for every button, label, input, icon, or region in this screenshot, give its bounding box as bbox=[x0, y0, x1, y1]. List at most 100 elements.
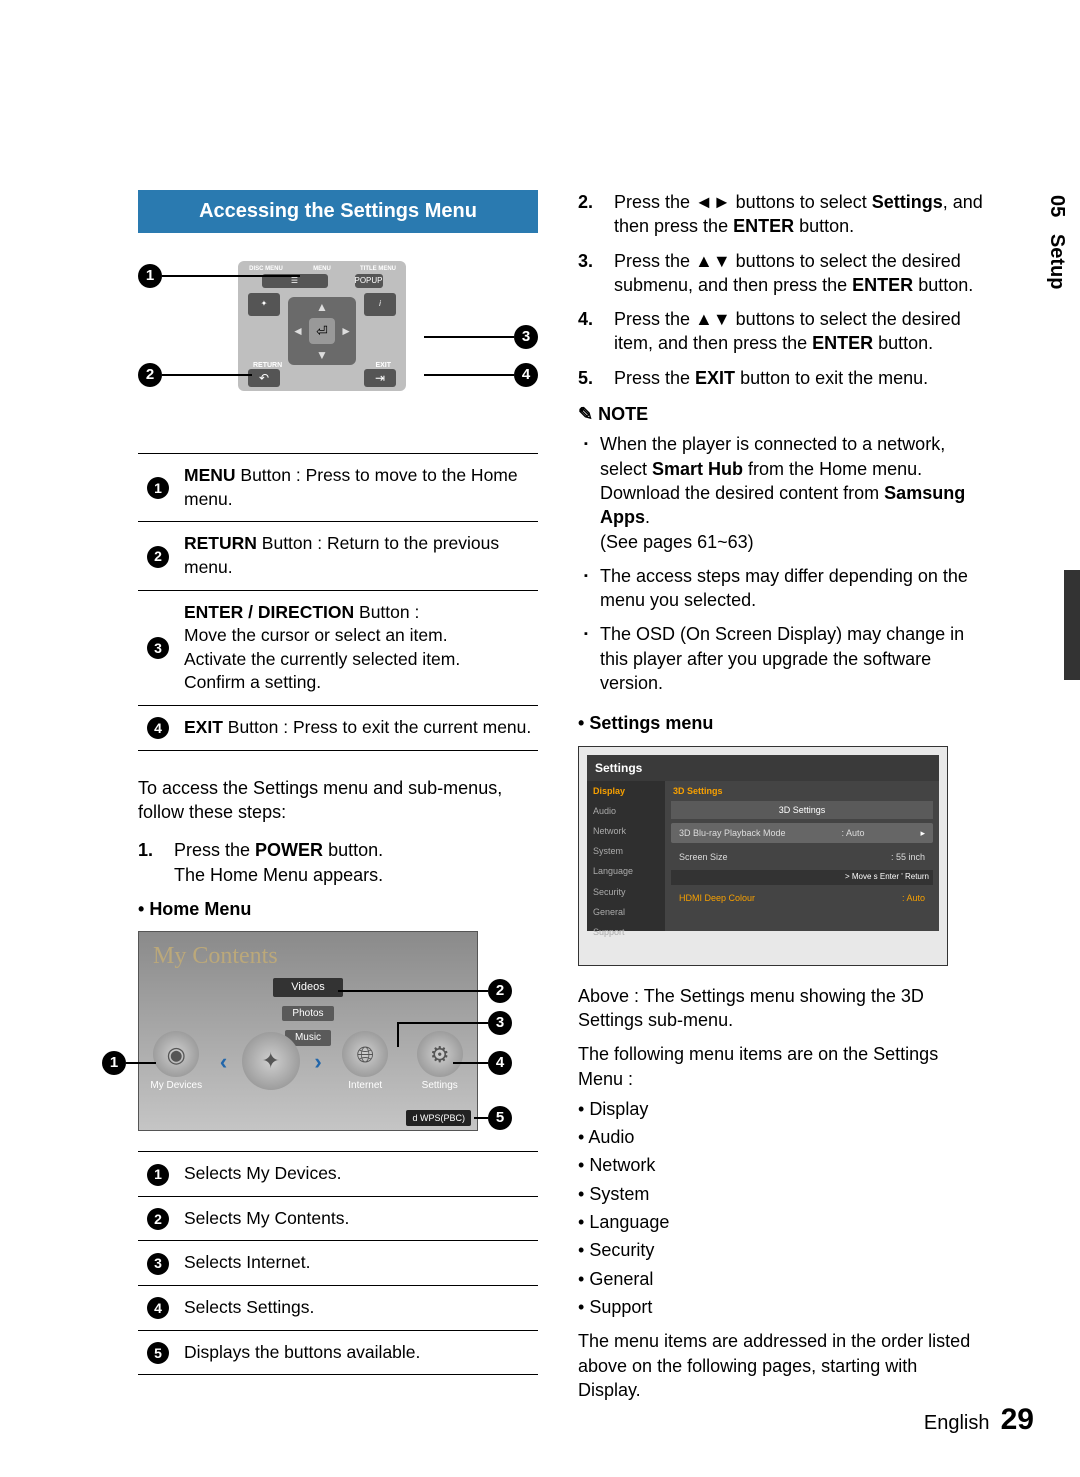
hm-callout-5: 5 bbox=[488, 1106, 512, 1130]
settings-screenshot: Settings DisplayAudioNetworkSystemLangua… bbox=[578, 746, 948, 966]
ss-side-item: Security bbox=[587, 882, 665, 902]
table-row: 3ENTER / DIRECTION Button :Move the curs… bbox=[138, 590, 538, 706]
banner-title: Accessing the Settings Menu bbox=[138, 190, 538, 233]
hm-callout-2: 2 bbox=[488, 979, 512, 1003]
callout-1: 1 bbox=[138, 264, 162, 288]
section-name: Setup bbox=[1046, 234, 1068, 290]
remote-desc-table: 1MENU Button : Press to move to the Home… bbox=[138, 453, 538, 751]
note-item-2: The access steps may differ depending on… bbox=[578, 564, 983, 613]
step-num-4: 4. bbox=[578, 307, 602, 356]
center-icon: ✦ bbox=[242, 1032, 300, 1090]
ss-title: Settings bbox=[587, 755, 939, 781]
footer-language: English bbox=[924, 1412, 990, 1434]
ss-sub-header: 3D Settings bbox=[671, 801, 933, 819]
home-desc-table: 1Selects My Devices.2Selects My Contents… bbox=[138, 1151, 538, 1375]
hm-callout-3: 3 bbox=[488, 1011, 512, 1035]
table-row: 2RETURN Button : Return to the previous … bbox=[138, 522, 538, 590]
caption-2: The following menu items are on the Sett… bbox=[578, 1042, 983, 1091]
remote-tools-button: ✦ bbox=[248, 293, 280, 316]
ss-row-2: Screen Size : 55 inch bbox=[665, 847, 939, 867]
step-num-3: 3. bbox=[578, 249, 602, 298]
list-item: Audio bbox=[578, 1125, 983, 1149]
callout-2: 2 bbox=[138, 363, 162, 387]
ss-side-item: Support bbox=[587, 922, 665, 942]
list-item: Display bbox=[578, 1097, 983, 1121]
hm-callout-4: 4 bbox=[488, 1051, 512, 1075]
internet-icon: 🌐︎ bbox=[342, 1031, 388, 1077]
remote-popup-button: POPUP bbox=[355, 274, 383, 288]
ss-side-item: Language bbox=[587, 861, 665, 881]
left-column: Accessing the Settings Menu DISC MENU ME… bbox=[138, 190, 538, 1402]
home-menu-heading: Home Menu bbox=[138, 897, 538, 921]
intro-text: To access the Settings menu and sub-menu… bbox=[138, 776, 538, 825]
list-item: Language bbox=[578, 1210, 983, 1234]
ss-sidebar: DisplayAudioNetworkSystemLanguageSecurit… bbox=[587, 781, 665, 931]
step-num-2: 2. bbox=[578, 190, 602, 239]
page-tab bbox=[1064, 570, 1080, 680]
ss-side-item: Network bbox=[587, 821, 665, 841]
note-list: When the player is connected to a networ… bbox=[578, 432, 983, 695]
home-menu-footer: d WPS(PBC) bbox=[406, 1110, 471, 1126]
list-item: Security bbox=[578, 1238, 983, 1262]
ss-side-item: Audio bbox=[587, 801, 665, 821]
section-number: 05 bbox=[1046, 195, 1068, 217]
steps-right: 2. Press the ◄► buttons to select Settin… bbox=[578, 190, 983, 390]
remote-return-button: ↶ bbox=[248, 369, 280, 387]
nav-right-icon: › bbox=[308, 1047, 328, 1077]
step-text-2: Press the ◄► buttons to select Settings,… bbox=[614, 190, 983, 239]
table-row: 1Selects My Devices. bbox=[138, 1152, 538, 1197]
table-row: 3Selects Internet. bbox=[138, 1241, 538, 1286]
nav-left-icon: ‹ bbox=[214, 1047, 234, 1077]
list-item: Network bbox=[578, 1153, 983, 1177]
remote-info-button: i bbox=[364, 293, 396, 316]
ss-nav-hint: > Move s Enter ' Return bbox=[671, 870, 933, 885]
category-videos: Videos bbox=[273, 978, 342, 997]
ss-side-item: System bbox=[587, 841, 665, 861]
caption-3: The menu items are addressed in the orde… bbox=[578, 1329, 983, 1402]
ss-main: 3D Settings 3D Settings 3D Blu-ray Playb… bbox=[665, 781, 939, 931]
right-column: 2. Press the ◄► buttons to select Settin… bbox=[578, 190, 983, 1402]
note-heading: NOTE bbox=[578, 402, 983, 426]
disc-menu-label: DISC MENU bbox=[238, 265, 293, 273]
steps-left: 1. Press the POWER button. The Home Menu… bbox=[138, 838, 538, 887]
title-menu-label: TITLE MENU bbox=[350, 265, 405, 273]
home-item-internet: 🌐︎ Internet bbox=[328, 1031, 403, 1093]
ss-side-item: Display bbox=[587, 781, 665, 801]
devices-icon: ◉ bbox=[153, 1031, 199, 1077]
note-item-1: When the player is connected to a networ… bbox=[578, 432, 983, 553]
arrow-up-icon: ▲ bbox=[316, 299, 328, 315]
ss-side-item: General bbox=[587, 902, 665, 922]
caption-1: Above : The Settings menu showing the 3D… bbox=[578, 984, 983, 1033]
callout-3: 3 bbox=[514, 325, 538, 349]
step-text-1: Press the POWER button. The Home Menu ap… bbox=[174, 838, 383, 887]
step-num-1: 1. bbox=[138, 838, 162, 887]
hm-callout-1: 1 bbox=[102, 1051, 126, 1075]
note-item-3: The OSD (On Screen Display) may change i… bbox=[578, 622, 983, 695]
arrow-right-icon: ► bbox=[340, 323, 352, 339]
settings-icon: ⚙ bbox=[417, 1031, 463, 1077]
callout-4: 4 bbox=[514, 363, 538, 387]
table-row: 4EXIT Button : Press to exit the current… bbox=[138, 706, 538, 751]
home-menu-title: My Contents bbox=[153, 940, 278, 972]
section-label: 05 Setup bbox=[1045, 195, 1068, 289]
remote-diagram: DISC MENU MENU TITLE MENU ☰ POPUP TOOLS … bbox=[138, 258, 538, 423]
ss-bottom-row: HDMI Deep Colour : Auto bbox=[665, 888, 939, 908]
table-row: 1MENU Button : Press to move to the Home… bbox=[138, 454, 538, 522]
step-num-5: 5. bbox=[578, 366, 602, 390]
step-text-5: Press the EXIT button to exit the menu. bbox=[614, 366, 928, 390]
home-menu-screenshot: My Contents Videos Photos Music ◉ My Dev… bbox=[138, 931, 478, 1131]
table-row: 4Selects Settings. bbox=[138, 1285, 538, 1330]
menu-label: MENU bbox=[294, 265, 349, 273]
category-photos: Photos bbox=[282, 1006, 333, 1022]
list-item: General bbox=[578, 1267, 983, 1291]
step-text-3: Press the ▲▼ buttons to select the desir… bbox=[614, 249, 983, 298]
arrow-left-icon: ◄ bbox=[292, 323, 304, 339]
table-row: 5Displays the buttons available. bbox=[138, 1330, 538, 1375]
list-item: Support bbox=[578, 1295, 983, 1319]
ss-main-header: 3D Settings bbox=[665, 781, 939, 801]
remote-exit-button: ⇥ bbox=[364, 369, 396, 387]
ss-row-1: 3D Blu-ray Playback Mode : Auto ▸ bbox=[671, 823, 933, 843]
menu-items-list: DisplayAudioNetworkSystemLanguageSecurit… bbox=[578, 1097, 983, 1319]
step-text-4: Press the ▲▼ buttons to select the desir… bbox=[614, 307, 983, 356]
settings-menu-heading: Settings menu bbox=[578, 711, 983, 735]
